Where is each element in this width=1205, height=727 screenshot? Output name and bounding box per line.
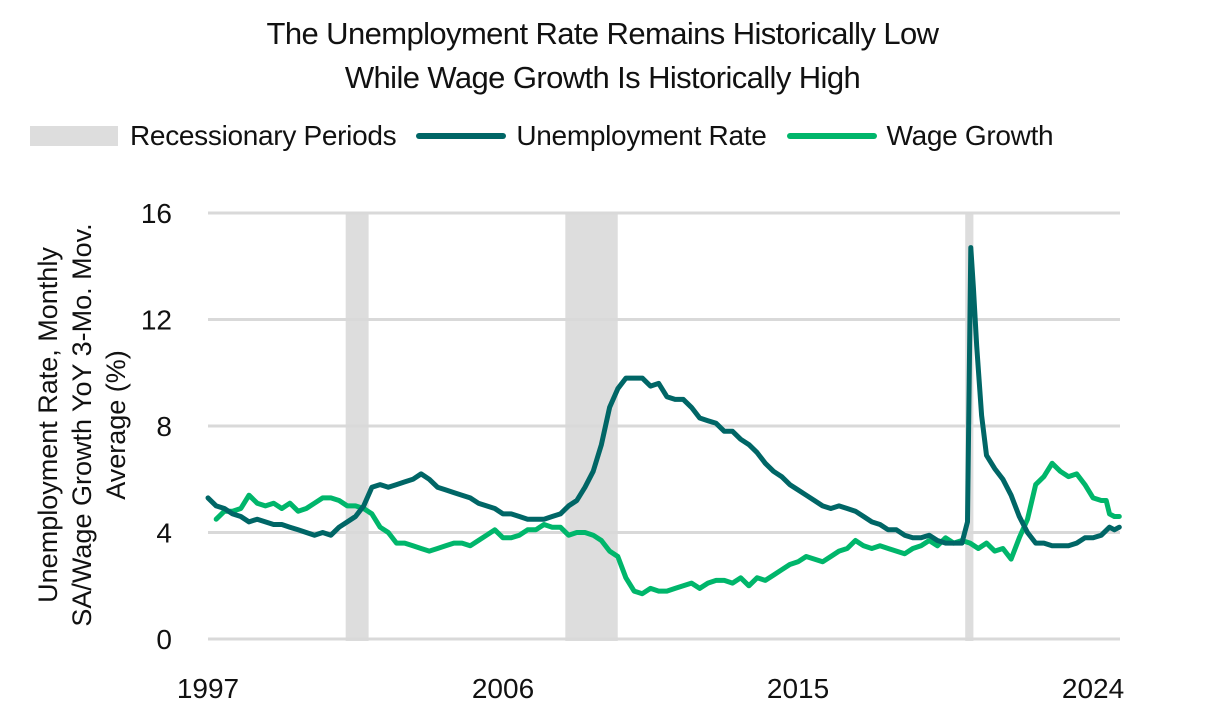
x-tick-label: 2015 bbox=[767, 673, 829, 704]
legend-label: Recessionary Periods bbox=[130, 120, 397, 151]
chart-title: The Unemployment Rate Remains Historical… bbox=[0, 12, 1205, 100]
legend-label: Wage Growth bbox=[886, 120, 1054, 151]
x-tick-label: 2024 bbox=[1062, 673, 1124, 704]
y-tick-label: 12 bbox=[141, 305, 172, 336]
legend-item-unemployment: Unemployment Rate bbox=[416, 120, 767, 152]
y-tick-label: 8 bbox=[156, 411, 172, 442]
y-axis-ticks: 0 4 8 12 16 bbox=[141, 198, 172, 655]
unemployment-rate-line bbox=[205, 245, 1122, 549]
legend-item-wage-growth: Wage Growth bbox=[786, 120, 1054, 152]
x-tick-label: 2006 bbox=[472, 673, 534, 704]
x-tick-label: 1997 bbox=[177, 673, 239, 704]
wage-growth-line-swatch-icon bbox=[786, 133, 877, 139]
legend-label: Unemployment Rate bbox=[516, 120, 767, 151]
recession-swatch-icon bbox=[30, 126, 118, 146]
legend-item-recessions: Recessionary Periods bbox=[30, 120, 397, 152]
y-tick-label: 4 bbox=[156, 518, 172, 549]
legend: Recessionary Periods Unemployment Rate W… bbox=[30, 116, 1073, 156]
wage-growth-line bbox=[213, 460, 1122, 597]
x-axis-ticks: 1997 2006 2015 2024 bbox=[177, 673, 1124, 704]
data-series bbox=[205, 245, 1122, 597]
y-tick-label: 16 bbox=[141, 198, 172, 229]
chart-title-line-2: While Wage Growth Is Historically High bbox=[344, 60, 861, 95]
chart-title-line-1: The Unemployment Rate Remains Historical… bbox=[266, 16, 939, 51]
y-tick-label: 0 bbox=[156, 624, 172, 655]
unemployment-line-swatch-icon bbox=[416, 133, 507, 139]
